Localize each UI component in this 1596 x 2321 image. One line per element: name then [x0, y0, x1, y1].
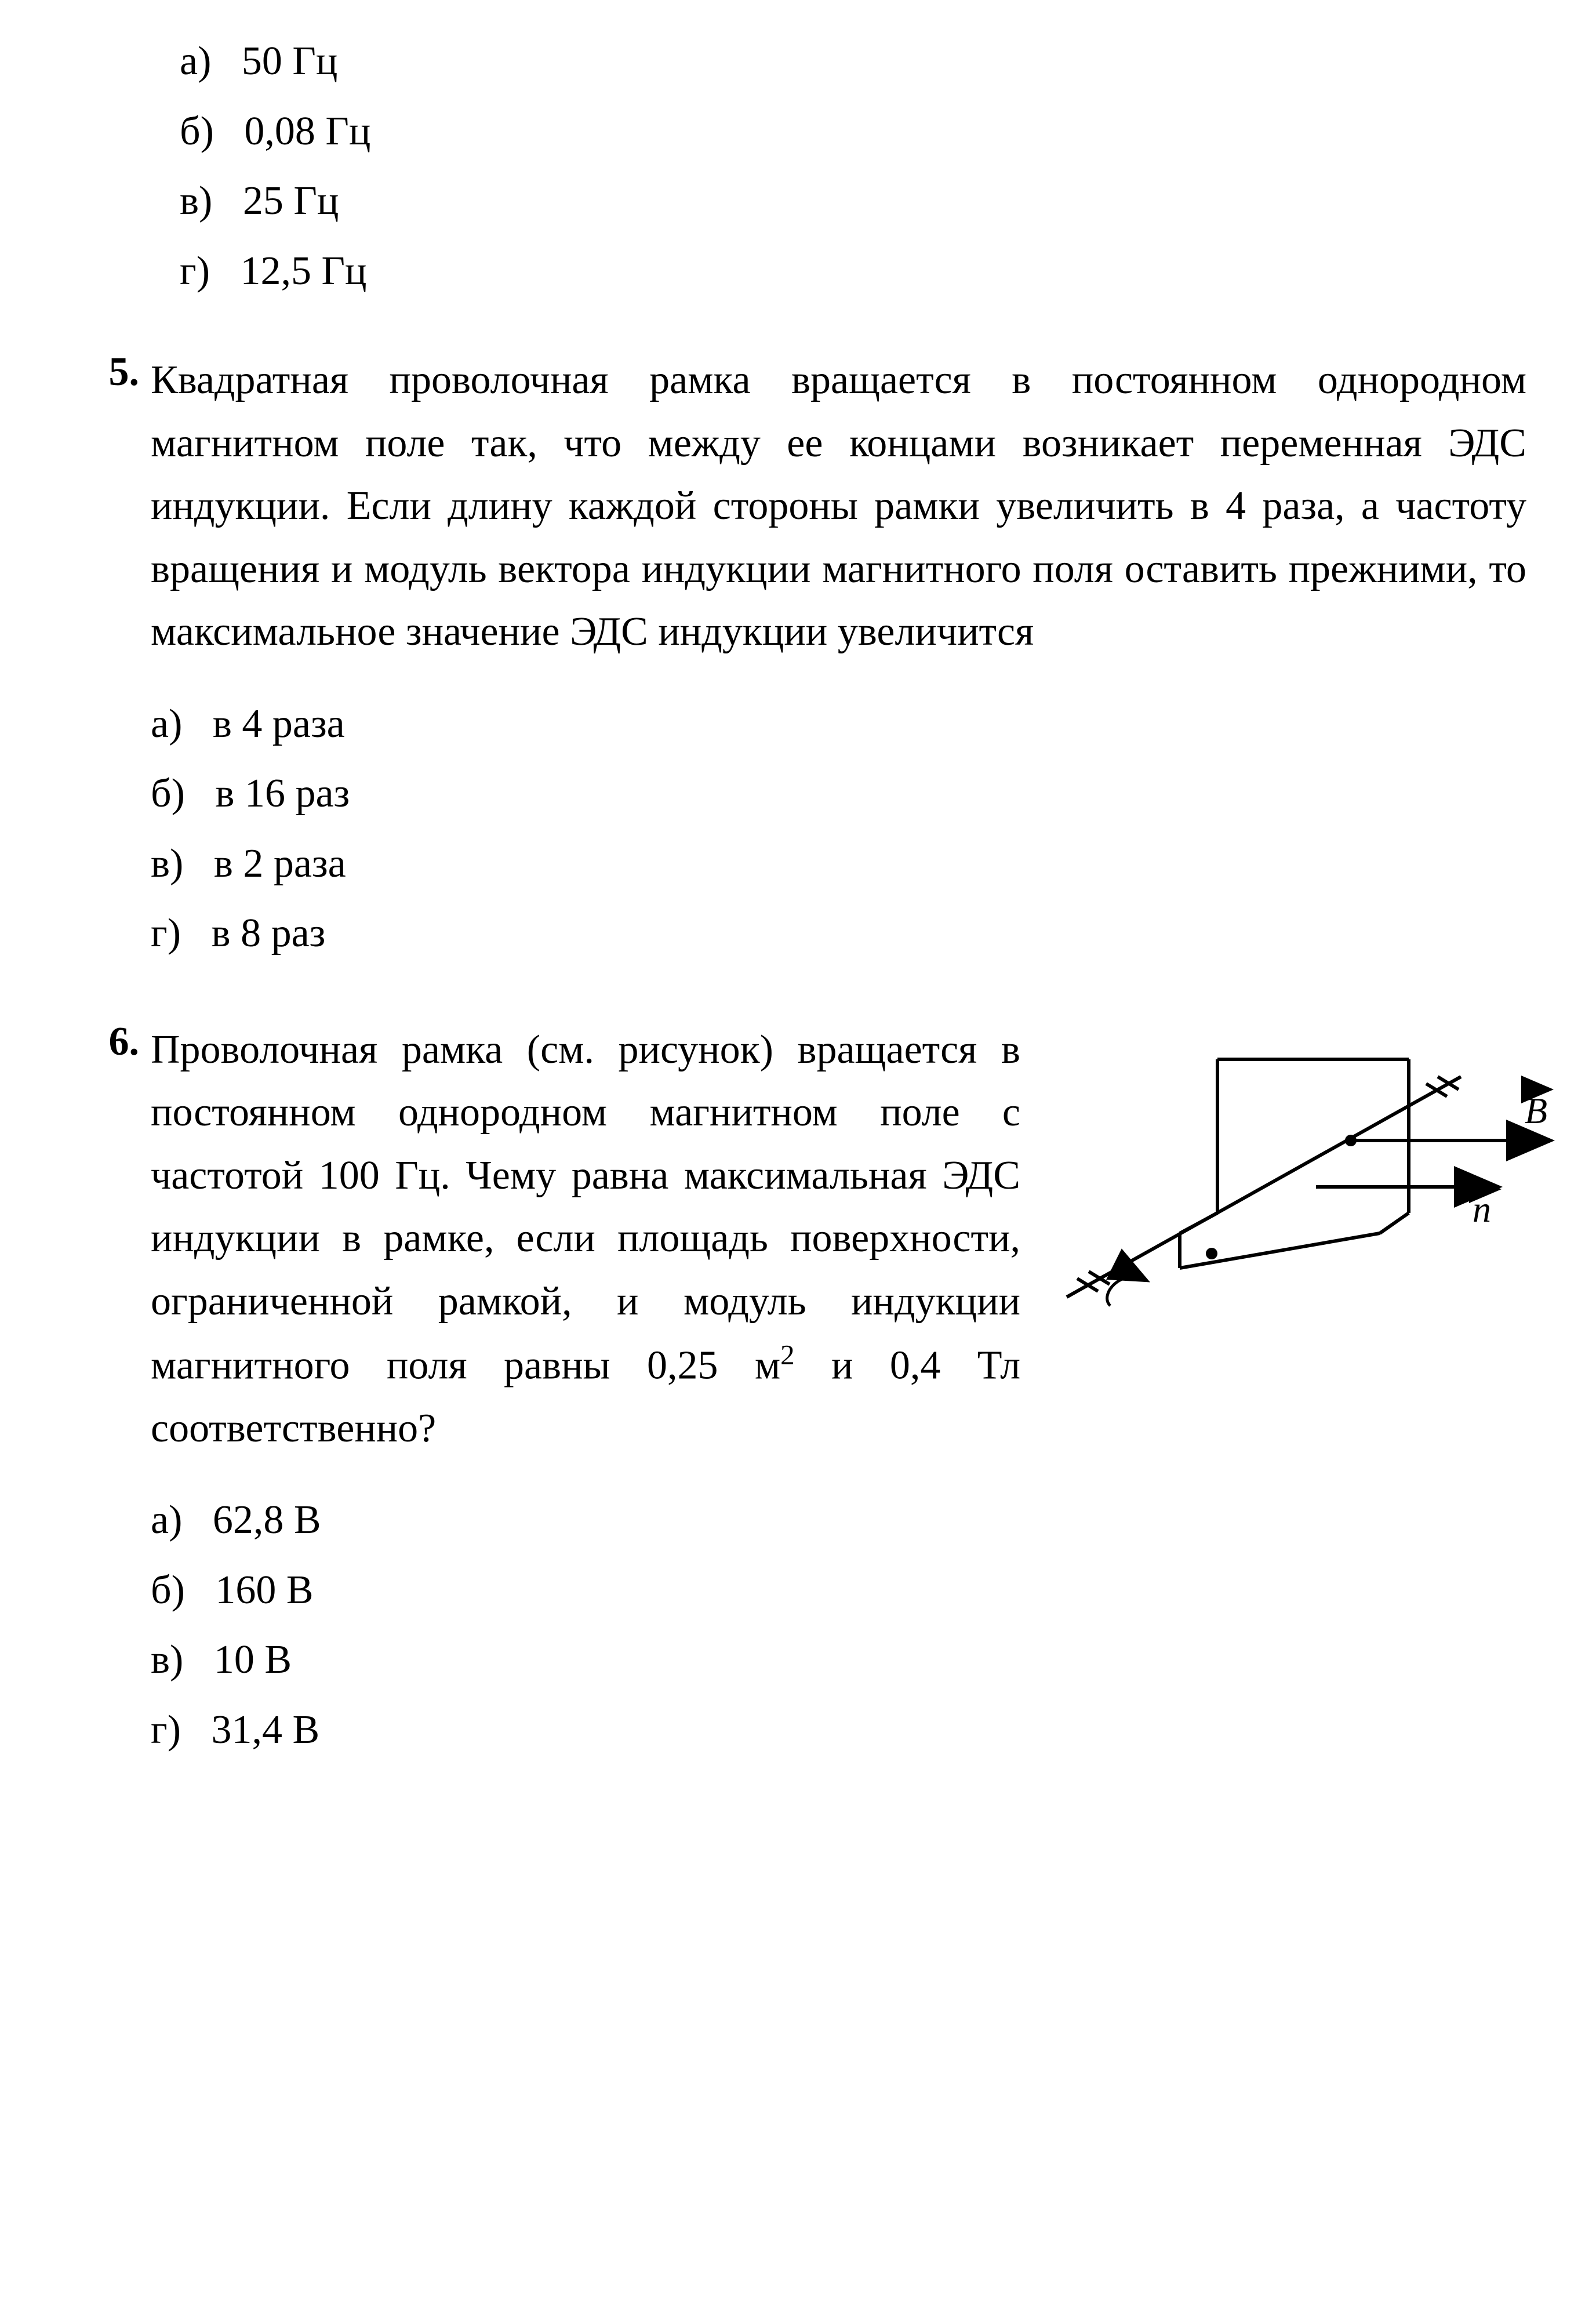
q5-body: Квадратная проволочная рамка вращается в… [151, 349, 1526, 972]
q4-option-d: г) 12,5 Гц [180, 240, 1526, 303]
q6-figure: B n [1044, 1019, 1565, 1461]
frame-edge [1380, 1213, 1409, 1233]
label-n: n [1473, 1189, 1491, 1230]
q5-option-d: г) в 8 раз [151, 902, 1526, 965]
q6-options: а) 62,8 В б) 160 В в) 10 В г) 31,4 В [151, 1489, 1565, 1761]
frame-edge [1180, 1213, 1217, 1233]
q6-option-b: б) 160 В [151, 1559, 1565, 1622]
q5-options: а) в 4 раза б) в 16 раз в) в 2 раза г) в… [151, 693, 1526, 965]
question-5: 5. Квадратная проволочная рамка вращаетс… [70, 349, 1526, 972]
q6-option-c: в) 10 В [151, 1629, 1565, 1692]
q5-text: Квадратная проволочная рамка вращается в… [151, 349, 1526, 664]
q5-option-a: а) в 4 раза [151, 693, 1526, 756]
q4-options: а) 50 Гц б) 0,08 Гц в) 25 Гц г) 12,5 Гц [70, 30, 1526, 303]
rotation-arrow [1107, 1276, 1145, 1305]
q5-number: 5. [70, 349, 151, 972]
question-6: 6. Проволочная рамка (см. рисунок) враща… [70, 1019, 1526, 1769]
q6-option-d: г) 31,4 В [151, 1699, 1565, 1762]
terminal-dot [1206, 1248, 1217, 1259]
q6-text-part1: Проволочная рамка (см. рисунок) вращаетс… [151, 1027, 1020, 1388]
q5-option-b: б) в 16 раз [151, 762, 1526, 826]
q6-option-a: а) 62,8 В [151, 1489, 1565, 1552]
q4-option-b: б) 0,08 Гц [180, 100, 1526, 164]
q6-superscript-2: 2 [780, 1339, 795, 1371]
q4-option-c: в) 25 Гц [180, 170, 1526, 233]
q6-body: Проволочная рамка (см. рисунок) вращаетс… [151, 1019, 1565, 1769]
q6-text: Проволочная рамка (см. рисунок) вращаетс… [151, 1019, 1020, 1461]
label-b: B [1525, 1090, 1547, 1131]
q4-option-a: а) 50 Гц [180, 30, 1526, 93]
q5-option-c: в) в 2 раза [151, 833, 1526, 896]
q6-number: 6. [70, 1019, 151, 1769]
rotating-frame-diagram: B n [1044, 1025, 1565, 1372]
